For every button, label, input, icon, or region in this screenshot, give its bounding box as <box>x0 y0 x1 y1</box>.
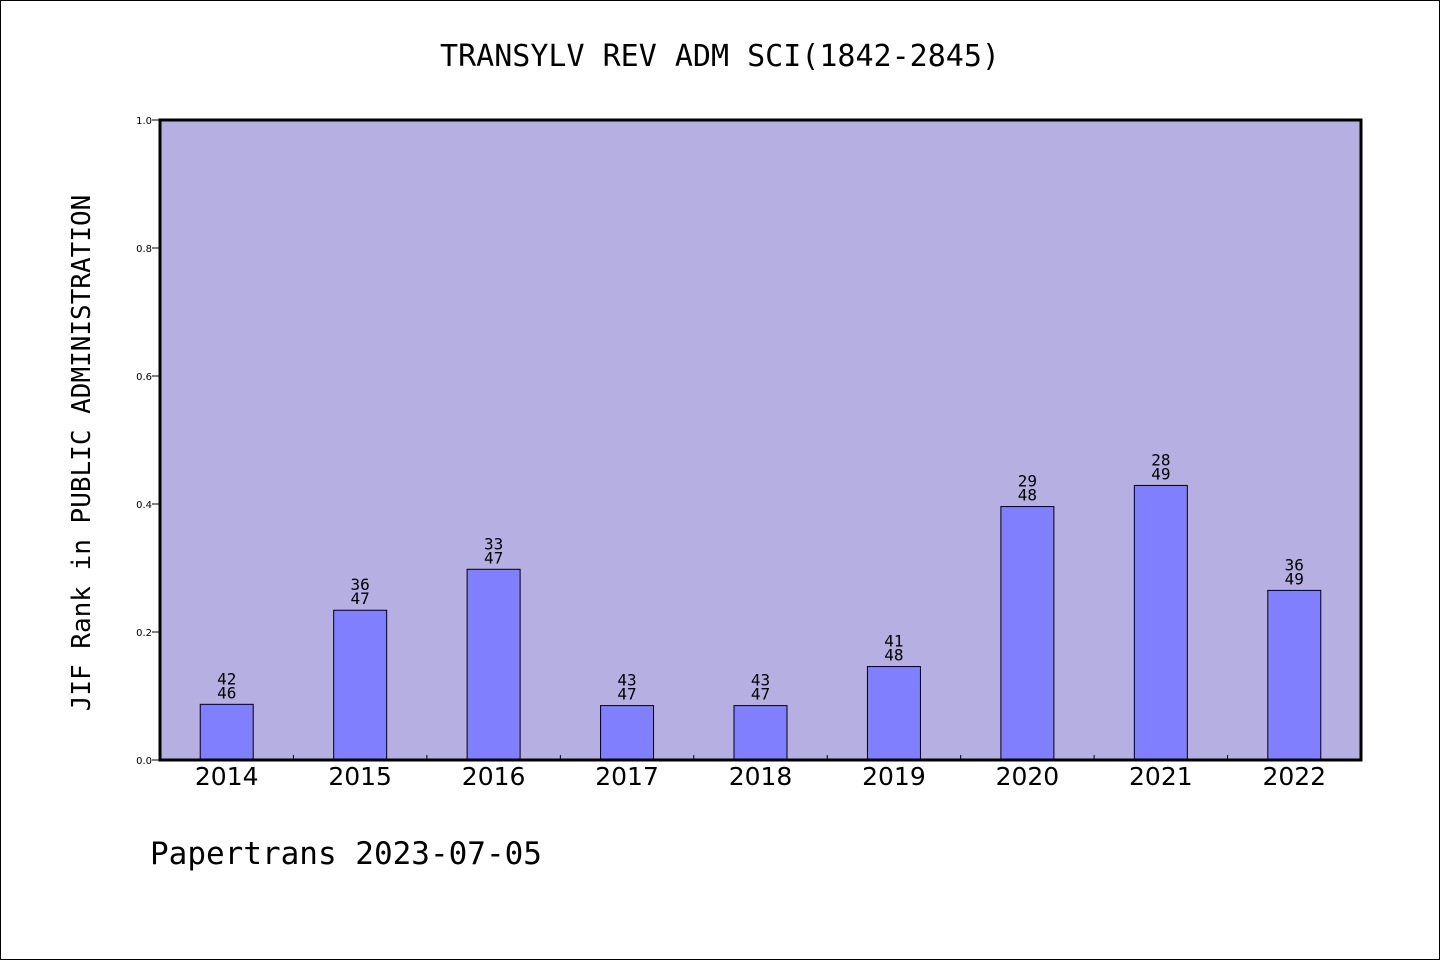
bar-2020 <box>1000 506 1055 761</box>
x-tick-label: 2018 <box>729 762 793 791</box>
bar-label-rank: 28 <box>1151 450 1170 469</box>
bar-label-rank: 42 <box>217 669 236 688</box>
bar-label-rank: 43 <box>751 671 770 690</box>
bar-2019 <box>866 666 921 761</box>
bar-label-rank: 41 <box>884 632 903 651</box>
bar-label-rank: 29 <box>1018 472 1037 491</box>
bar-label-total: 48 <box>1018 486 1037 505</box>
bar-label-rank: 43 <box>617 671 636 690</box>
bar-2016 <box>466 568 521 761</box>
bar-label-total: 46 <box>217 683 236 702</box>
y-axis: 0.0 0.2 0.4 0.6 0.8 1.0 <box>136 116 160 767</box>
x-tick-label: 2021 <box>1129 762 1193 791</box>
bar-label-total: 47 <box>484 548 503 567</box>
bar-label-total: 47 <box>351 589 370 608</box>
bar-label-total: 49 <box>1151 464 1170 483</box>
x-tick-label: 2020 <box>996 762 1060 791</box>
chart-title: TRANSYLV REV ADM SCI(1842-2845) <box>440 39 1000 74</box>
bar-2014 <box>199 703 254 761</box>
bar-2018 <box>733 705 788 761</box>
bar-label-total: 47 <box>751 685 770 704</box>
y-axis-label: JIF Rank in PUBLIC ADMINISTRATION <box>67 195 97 712</box>
y-tick-label: 0.4 <box>136 500 152 511</box>
footer-credit: Papertrans 2023-07-05 <box>150 836 542 872</box>
x-tick-label: 2014 <box>195 762 259 791</box>
x-axis: 2014 2015 2016 2017 2018 2019 2020 2021 2022 <box>195 755 1326 791</box>
bar-label-rank: 36 <box>351 575 370 594</box>
bar-label-total: 48 <box>884 646 903 665</box>
y-tick-label: 1.0 <box>136 116 152 127</box>
x-tick-label: 2017 <box>595 762 659 791</box>
bar-2015 <box>333 609 388 761</box>
bar-label-total: 49 <box>1285 569 1304 588</box>
bar-2017 <box>600 705 655 761</box>
x-tick-label: 2016 <box>462 762 526 791</box>
bar-2021 <box>1133 484 1188 761</box>
y-tick-label: 0.0 <box>136 756 152 767</box>
x-tick-label: 2015 <box>328 762 392 791</box>
y-tick-label: 0.6 <box>136 372 152 383</box>
y-tick-label: 0.2 <box>136 628 152 639</box>
x-tick-label: 2019 <box>862 762 926 791</box>
bar-label-rank: 36 <box>1285 555 1304 574</box>
bar-label-total: 47 <box>617 685 636 704</box>
bar-2022 <box>1267 589 1322 761</box>
y-tick-label: 0.8 <box>136 244 152 255</box>
bar-label-rank: 33 <box>484 534 503 553</box>
x-tick-label: 2022 <box>1262 762 1326 791</box>
plot-border <box>158 118 1363 762</box>
